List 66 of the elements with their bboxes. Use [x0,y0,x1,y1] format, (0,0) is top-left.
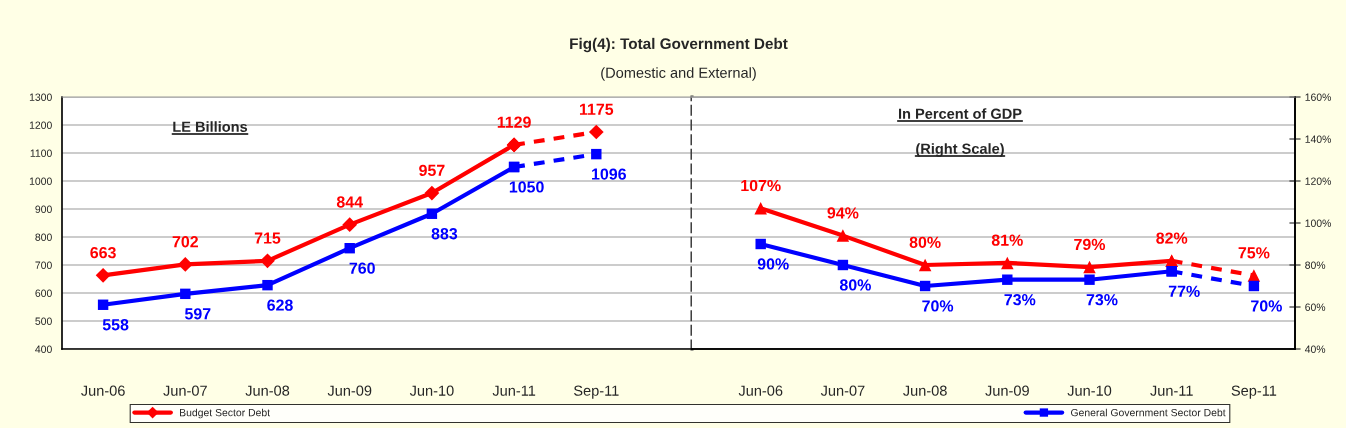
data-label: 883 [431,228,458,240]
data-label: 73% [1086,294,1118,306]
data-label: 760 [349,262,375,274]
data-label: 957 [419,164,445,176]
chart-subtitle: (Domestic and External) [601,67,756,81]
x-tick-label: Sep-11 [573,385,619,399]
x-tick-label: Jun-06 [81,385,125,396]
data-label: 70% [922,300,954,312]
annotation: LE Billions [173,121,248,132]
y2-tick-label: 60% [1305,303,1326,311]
y-tick-label: 500 [35,317,52,325]
y-tick-label: 1300 [29,93,52,101]
data-label: 73% [1004,294,1036,306]
y2-tick-label: 160% [1305,93,1331,101]
y-tick-label: 800 [35,233,52,241]
data-label: 81% [991,234,1023,246]
legend-label: General Government Sector Debt [1070,408,1226,417]
data-label: 107% [741,179,781,192]
data-label: 77% [1168,285,1200,297]
x-tick-label: Jun-09 [327,385,372,396]
y-tick-label: 700 [35,261,52,269]
y-tick-label: 1100 [30,149,52,157]
data-label: 80% [839,279,871,291]
data-label: 1096 [592,168,626,180]
x-tick-label: Jun-11 [492,385,536,396]
data-label: 597 [184,308,211,320]
data-label: 75% [1238,247,1270,259]
data-label: 628 [267,299,293,311]
data-label: 1050 [509,181,544,193]
data-label: 1129 [497,116,531,128]
y2-tick-label: 100% [1305,219,1331,227]
data-label: 1175 [579,103,614,115]
y-tick-label: 900 [35,205,52,213]
annotation: In Percent of GDP [898,108,1022,119]
x-tick-label: Jun-07 [820,385,865,396]
x-tick-label: Jun-10 [409,385,454,396]
data-label: 70% [1251,300,1282,312]
data-label: 90% [757,258,789,270]
x-tick-label: Jun-07 [163,385,207,396]
y2-tick-label: 40% [1304,345,1326,353]
chart-title: Fig(4): Total Government Debt [570,37,788,53]
data-label: 94% [827,207,859,219]
data-label: 79% [1074,238,1106,251]
legend-label: Budget Sector Debt [180,408,270,419]
data-label: 663 [90,247,116,259]
data-label: 715 [254,232,281,244]
y2-tick-label: 120% [1305,177,1331,185]
data-label: 844 [336,196,363,208]
data-label: 82% [1156,232,1188,244]
x-tick-label: Sep-11 [1231,385,1277,399]
y-tick-label: 1200 [29,121,52,129]
y2-tick-label: 80% [1305,261,1326,269]
data-label: 558 [102,319,129,331]
y2-tick-label: 140% [1305,135,1331,143]
x-tick-label: Jun-11 [1150,385,1193,396]
data-label: 702 [172,236,198,248]
annotation: (Right Scale) [916,143,1004,157]
x-tick-label: Jun-10 [1067,385,1112,396]
y-tick-label: 400 [35,345,52,353]
data-label: 80% [909,236,941,248]
x-tick-label: Jun-06 [738,385,783,396]
y-tick-label: 600 [35,289,52,297]
x-tick-label: Jun-09 [985,385,1029,396]
y-tick-label: 1000 [29,177,52,185]
x-tick-label: Jun-08 [245,385,290,396]
x-tick-label: Jun-08 [903,385,947,396]
